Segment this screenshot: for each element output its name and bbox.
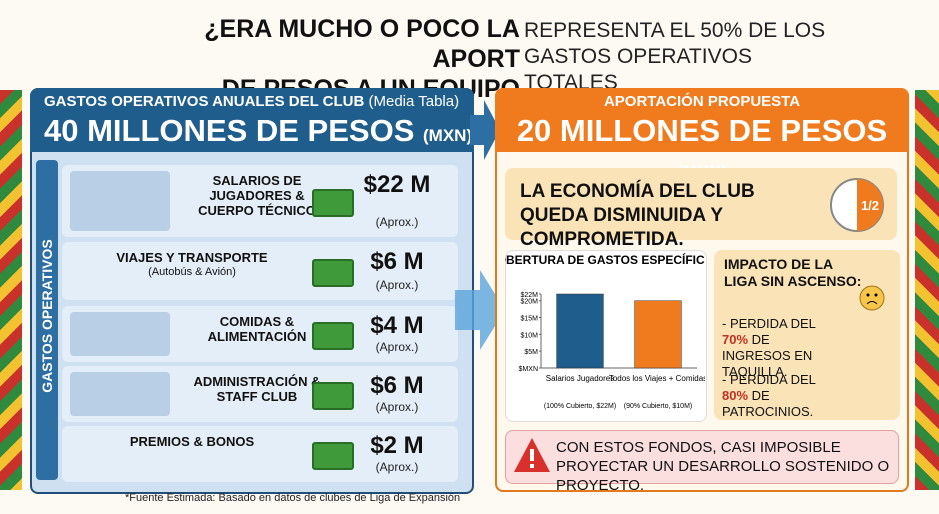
sad-face xyxy=(859,285,885,311)
bar xyxy=(556,293,604,369)
expense-label: PREMIOS & BONOS xyxy=(82,434,302,449)
bar xyxy=(634,300,682,369)
x-tick-label: Todos los Viajes + Comidas xyxy=(609,374,705,383)
icon xyxy=(70,171,170,231)
expense-label: ADMINISTRACIÓN & STAFF CLUB xyxy=(182,374,332,404)
pattern xyxy=(915,90,939,490)
warning-icon xyxy=(514,438,550,472)
impact-title: IMPACTO DE LA LIGA SIN ASCENSO: xyxy=(724,256,862,289)
side-bar xyxy=(36,160,58,480)
side-label: GASTOS OPERATIVOS xyxy=(39,239,55,393)
amount: $4 M xyxy=(370,312,424,339)
x-tick-note: (90% Cubierto, $10M) xyxy=(624,403,692,410)
cash-icon xyxy=(312,382,354,410)
expense-label: COMIDAS & ALIMENTACIÓN xyxy=(182,314,332,344)
half-circle xyxy=(830,178,884,232)
impact-bullet: - PERDIDA DEL 80% DE PATROCINIOS. xyxy=(722,372,842,420)
left-header xyxy=(30,88,474,152)
expense-row: ADMINISTRACIÓN & STAFF CLUB $6 M (Aprox.) xyxy=(62,366,458,422)
x-tick-note: (100% Cubierto, $22M) xyxy=(544,403,616,410)
economy-text: LA ECONOMÍA DEL CLUB QUEDA DISMINUIDA Y … xyxy=(520,181,755,250)
warning-box xyxy=(505,430,899,484)
expense-row: VIAJES Y TRANSPORTE (Autobús & Avión) $6 M… xyxy=(62,242,458,300)
bullet-text: - PERDIDA DEL xyxy=(722,316,816,331)
bullet-text: DE PATROCINIOS. xyxy=(722,388,814,419)
footnote: *Fuente Estimada: Basado en datos de clu… xyxy=(125,492,461,504)
impact-box xyxy=(714,250,900,420)
impact-bullet: - PERDIDA DEL 70% DE INGRESOS EN TAQUILL… xyxy=(722,316,834,380)
label: COMIDAS & ALIMENTACIÓN xyxy=(207,314,307,344)
amount: $6 M xyxy=(370,372,424,399)
total-unit: (MXN) xyxy=(423,126,473,145)
pattern xyxy=(0,90,22,490)
heading-note: (Media Tabla) xyxy=(368,93,460,110)
total: 20 MILLONES DE PESOS xyxy=(516,113,888,148)
cash-icon xyxy=(312,259,354,287)
label: PREMIOS & BONOS xyxy=(129,434,255,449)
bullet-text: - PERDIDA DEL xyxy=(722,372,816,387)
cash-icon xyxy=(312,322,354,350)
right-header xyxy=(495,88,909,152)
arrow xyxy=(455,270,505,350)
bullet-bold: 70% xyxy=(722,332,749,347)
left-total: 40 MILLONES DE PESOS (MXN) xyxy=(44,113,472,149)
fraction: 1/2 xyxy=(860,198,880,213)
chart-title: COBERTURA DE GASTOS ESPECÍFICOS xyxy=(505,252,705,267)
subtitle-line: REPRESENTA EL 50% DE LOS xyxy=(524,19,826,42)
y-tick-label: $22M xyxy=(520,292,538,299)
amount: $22 M xyxy=(363,171,431,198)
amount-note: (Aprox.) xyxy=(375,460,419,474)
y-tick-label: $5M xyxy=(524,349,538,356)
left-heading: GASTOS OPERATIVOS ANUALES DEL CLUB (Medi… xyxy=(44,93,459,110)
chart: COBERTURA DE GASTOS ESPECÍFICOS $MXN $5M $… xyxy=(505,252,705,410)
y-tick-label: $MXN xyxy=(519,366,538,373)
label: VIAJES Y TRANSPORTE xyxy=(116,250,268,265)
bullet-text: DE INGRESOS EN TAQUILLA. xyxy=(722,332,813,379)
heading: GASTOS OPERATIVOS ANUALES DEL CLUB xyxy=(44,93,365,110)
expense-row: SALARIOS DE JUGADORES & CUERPO TÉCNICO $2… xyxy=(62,165,458,237)
title-line: ¿ERA MUCHO O POCO LA APORT xyxy=(204,15,520,73)
expense-label: SALARIOS DE JUGADORES & CUERPO TÉCNICO xyxy=(182,173,332,218)
warning-text: CON ESTOS FONDOS, CASI IMPOSIBLE PROYECT… xyxy=(556,439,890,494)
amount-note: (Aprox.) xyxy=(375,400,419,414)
amount-note: (Aprox.) xyxy=(375,278,419,292)
y-tick-label: $10M xyxy=(520,332,538,339)
amount-note: (Aprox.) xyxy=(375,215,419,229)
amount: $6 M xyxy=(370,248,424,275)
x-tick-label: Salarios Jugadores xyxy=(546,374,614,383)
cash-icon xyxy=(312,442,354,470)
icon xyxy=(70,372,170,416)
amount: $2 M xyxy=(370,432,424,459)
total: 40 MILLONES DE PESOS xyxy=(44,113,415,148)
icon xyxy=(70,312,170,356)
arrow xyxy=(470,100,500,160)
cash-icon xyxy=(312,189,354,217)
bullet-bold: 80% xyxy=(722,388,749,403)
expense-label: VIAJES Y TRANSPORTE (Autobús & Avión) xyxy=(82,250,302,280)
right-total: 20 MILLONES DE PESOS (MXN) xyxy=(495,113,909,185)
label: ADMINISTRACIÓN & STAFF CLUB xyxy=(193,374,321,404)
amount-note: (Aprox.) xyxy=(375,340,419,354)
y-tick-label: $20M xyxy=(520,299,538,306)
subtitle: REPRESENTA EL 50% DE LOS GASTOS OPERATIV… xyxy=(524,18,844,96)
expense-row: PREMIOS & BONOS $2 M (Aprox.) xyxy=(62,426,458,482)
label: SALARIOS DE JUGADORES & CUERPO TÉCNICO xyxy=(198,173,316,218)
expense-row: COMIDAS & ALIMENTACIÓN $4 M (Aprox.) xyxy=(62,306,458,362)
y-tick-label: $15M xyxy=(520,316,538,323)
right-heading: APORTACIÓN PROPUESTA xyxy=(603,93,801,110)
sublabel: (Autobús & Avión) xyxy=(148,266,236,278)
